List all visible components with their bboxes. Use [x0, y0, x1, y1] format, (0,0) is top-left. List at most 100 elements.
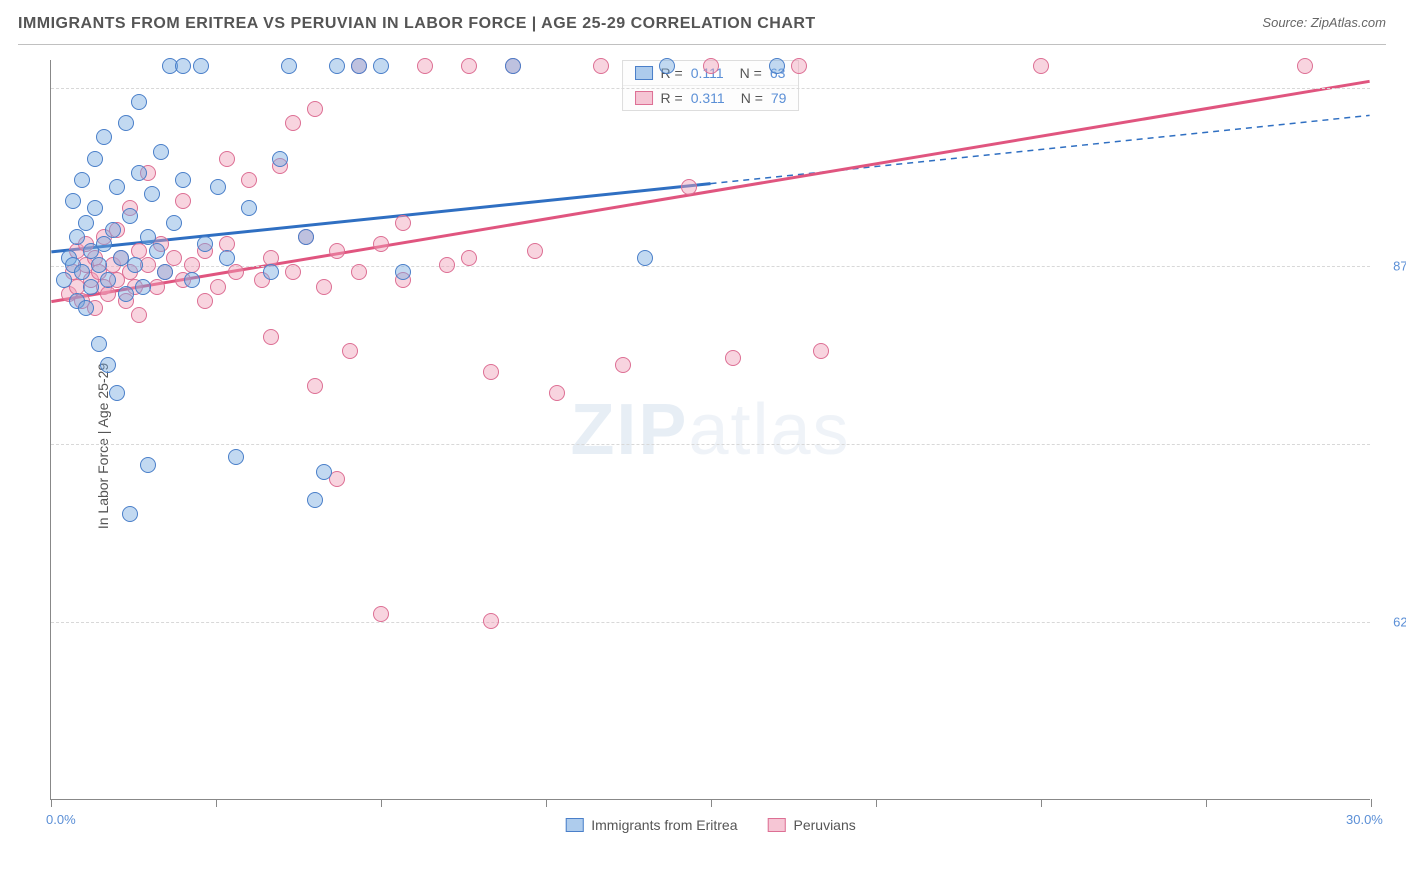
x-tick-label: 0.0%	[46, 812, 76, 827]
point-series-b	[483, 364, 499, 380]
point-series-b	[373, 236, 389, 252]
point-series-a	[65, 193, 81, 209]
point-series-a	[122, 208, 138, 224]
series-legend: Immigrants from Eritrea Peruvians	[565, 817, 856, 833]
point-series-a	[109, 179, 125, 195]
point-series-b	[285, 264, 301, 280]
point-series-b	[725, 350, 741, 366]
point-series-a	[241, 200, 257, 216]
x-tick-label: 30.0%	[1346, 812, 1383, 827]
gridline-h	[51, 622, 1370, 623]
point-series-a	[184, 272, 200, 288]
point-series-a	[83, 279, 99, 295]
x-tick	[876, 799, 877, 807]
point-series-a	[351, 58, 367, 74]
point-series-a	[373, 58, 389, 74]
point-series-a	[74, 172, 90, 188]
point-series-a	[659, 58, 675, 74]
point-series-a	[96, 236, 112, 252]
point-series-b	[316, 279, 332, 295]
x-tick	[381, 799, 382, 807]
trend-lines-layer	[51, 60, 1370, 799]
title-bar: IMMIGRANTS FROM ERITREA VS PERUVIAN IN L…	[18, 15, 1386, 45]
point-series-a	[769, 58, 785, 74]
point-series-a	[135, 279, 151, 295]
watermark-light: atlas	[688, 390, 850, 470]
point-series-b	[483, 613, 499, 629]
point-series-a	[228, 449, 244, 465]
point-series-b	[263, 329, 279, 345]
x-tick	[1371, 799, 1372, 807]
point-series-a	[263, 264, 279, 280]
point-series-b	[461, 58, 477, 74]
point-series-a	[127, 257, 143, 273]
point-series-a	[329, 58, 345, 74]
point-series-b	[549, 385, 565, 401]
point-series-b	[210, 279, 226, 295]
point-series-b	[342, 343, 358, 359]
point-series-b	[813, 343, 829, 359]
point-series-a	[316, 464, 332, 480]
point-series-b	[417, 58, 433, 74]
point-series-a	[193, 58, 209, 74]
point-series-a	[157, 264, 173, 280]
point-series-a	[100, 357, 116, 373]
r-value-b: 0.311	[691, 90, 725, 106]
point-series-b	[228, 264, 244, 280]
x-tick	[546, 799, 547, 807]
point-series-b	[175, 193, 191, 209]
x-tick	[216, 799, 217, 807]
point-series-a	[118, 286, 134, 302]
swatch-b-icon	[767, 818, 785, 832]
n-value-b: 79	[771, 90, 787, 106]
point-series-b	[219, 151, 235, 167]
point-series-a	[153, 144, 169, 160]
point-series-b	[439, 257, 455, 273]
point-series-b	[307, 101, 323, 117]
y-tick-label: 87.5%	[1393, 259, 1406, 274]
point-series-a	[109, 385, 125, 401]
point-series-a	[91, 336, 107, 352]
x-tick	[711, 799, 712, 807]
swatch-series-a	[635, 66, 653, 80]
point-series-a	[140, 457, 156, 473]
point-series-a	[87, 151, 103, 167]
point-series-a	[149, 243, 165, 259]
point-series-b	[351, 264, 367, 280]
point-series-b	[703, 58, 719, 74]
y-tick-label: 62.5%	[1393, 615, 1406, 630]
point-series-b	[791, 58, 807, 74]
plot-area: ZIPatlas R = 0.111 N = 63 R = 0.311 N = …	[50, 60, 1370, 800]
point-series-b	[100, 286, 116, 302]
point-series-a	[78, 215, 94, 231]
swatch-series-b	[635, 91, 653, 105]
point-series-b	[241, 172, 257, 188]
point-series-a	[395, 264, 411, 280]
x-tick	[51, 799, 52, 807]
n-label-b: N =	[741, 90, 763, 106]
point-series-b	[1297, 58, 1313, 74]
point-series-a	[219, 250, 235, 266]
x-tick	[1206, 799, 1207, 807]
point-series-b	[395, 215, 411, 231]
watermark-bold: ZIP	[570, 390, 688, 470]
legend-item-a: Immigrants from Eritrea	[565, 817, 737, 833]
point-series-a	[175, 172, 191, 188]
point-series-a	[175, 58, 191, 74]
point-series-a	[637, 250, 653, 266]
gridline-h	[51, 88, 1370, 89]
point-series-a	[100, 272, 116, 288]
trend-line	[51, 81, 1369, 301]
point-series-a	[122, 506, 138, 522]
source-value: ZipAtlas.com	[1311, 15, 1386, 30]
swatch-a-icon	[565, 818, 583, 832]
chart-container: IMMIGRANTS FROM ERITREA VS PERUVIAN IN L…	[0, 0, 1406, 892]
point-series-b	[681, 179, 697, 195]
point-series-a	[197, 236, 213, 252]
point-series-a	[505, 58, 521, 74]
point-series-b	[527, 243, 543, 259]
point-series-a	[78, 300, 94, 316]
legend-b-label: Peruvians	[793, 817, 855, 833]
point-series-a	[298, 229, 314, 245]
point-series-a	[272, 151, 288, 167]
